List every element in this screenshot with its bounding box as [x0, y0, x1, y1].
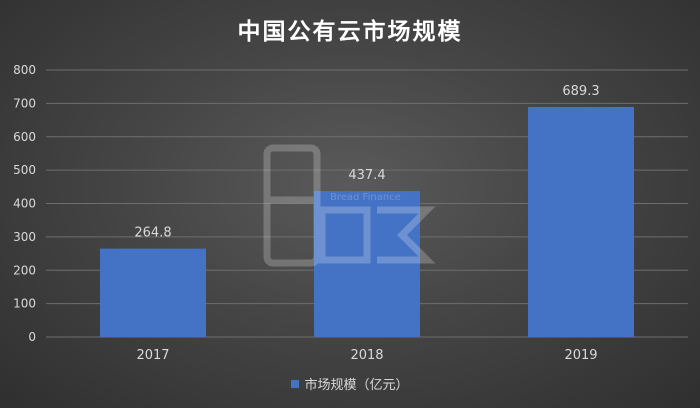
legend-swatch [291, 380, 300, 388]
legend: 市场规模（亿元） [0, 374, 700, 393]
x-tick-label: 2019 [564, 348, 597, 363]
y-tick-label: 300 [13, 230, 36, 244]
y-tick-label: 100 [13, 297, 36, 311]
y-tick-label: 0 [28, 330, 36, 344]
legend-label: 市场规模（亿元） [304, 378, 409, 393]
watermark-text: Bread Finance [330, 192, 401, 203]
data-label: 689.3 [562, 84, 599, 99]
x-tick-label: 2017 [136, 348, 169, 363]
x-tick-label: 2018 [350, 348, 383, 363]
y-tick-label: 500 [13, 163, 36, 177]
y-tick-label: 600 [13, 130, 36, 144]
bread-finance-watermark-logo: Bread Finance [262, 140, 437, 274]
y-tick-label: 200 [13, 263, 36, 277]
y-tick-label: 400 [13, 197, 36, 211]
chart-title: 中国公有云市场规模 [237, 19, 463, 45]
data-label: 437.4 [348, 168, 385, 183]
bar [528, 106, 634, 337]
y-tick-label: 700 [13, 96, 36, 110]
y-tick-label: 800 [13, 63, 36, 77]
bar [100, 248, 206, 337]
data-label: 264.8 [134, 226, 171, 241]
bar [314, 191, 420, 337]
